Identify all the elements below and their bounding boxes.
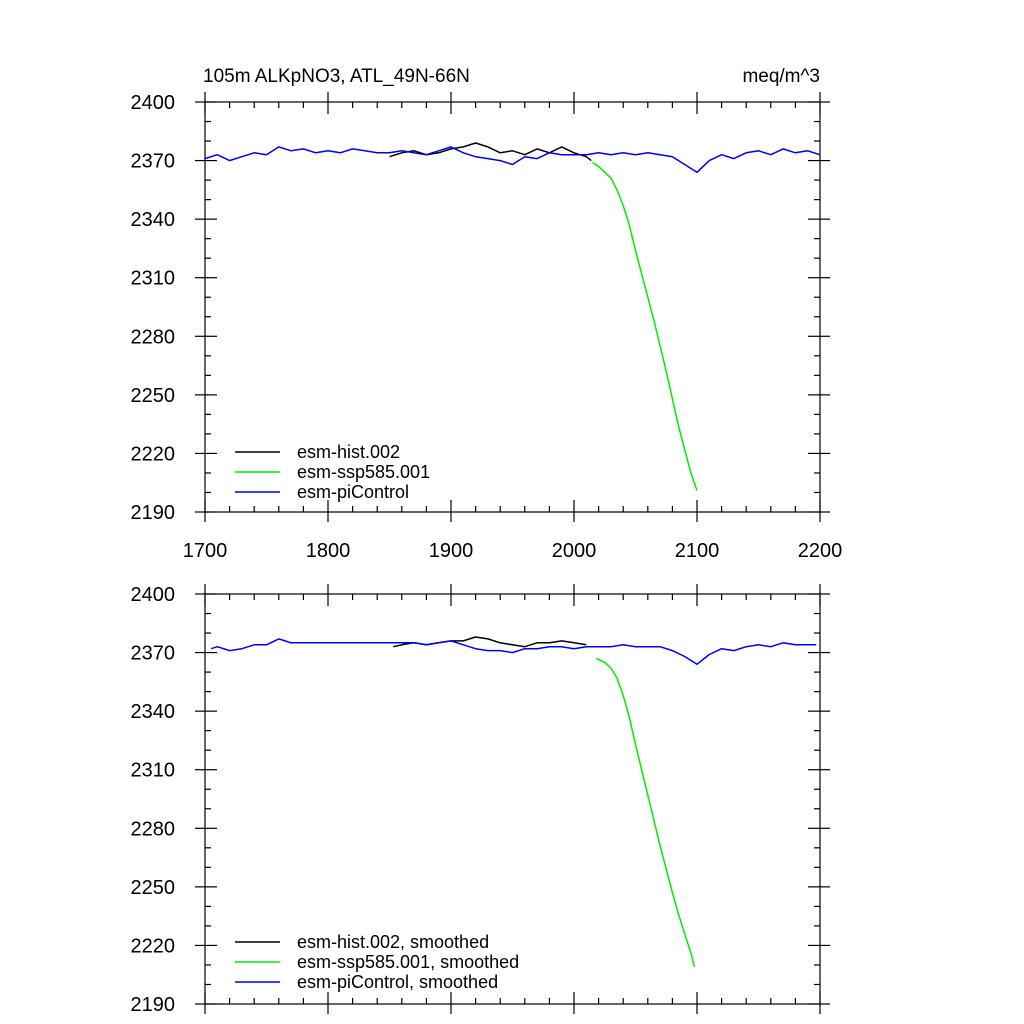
y-tick-label: 2400 — [131, 92, 176, 114]
top-panel: 1700 1800 1900 2000 2100 2200 2190 2220 2250 2280… — [131, 92, 843, 562]
x-tick-label: 1900 — [429, 540, 474, 562]
y-tick-label: 2250 — [131, 385, 176, 407]
plot-frame — [204, 101, 821, 513]
x-tick-label: 1800 — [306, 540, 351, 562]
y-tick-label: 2190 — [131, 502, 176, 524]
plot-frame — [204, 593, 821, 1005]
x-tick-label: 2100 — [675, 540, 720, 562]
x-tick-label: 1700 — [183, 540, 228, 562]
legend-label: esm-piControl, smoothed — [297, 972, 498, 992]
series-line-1 — [389, 142, 592, 162]
legend-label: esm-ssp585.001, smoothed — [297, 952, 519, 972]
series-line-2 — [595, 657, 696, 968]
legend-label: esm-ssp585.001 — [297, 462, 430, 482]
series-line-3 — [210, 638, 817, 666]
y-tick-label: 2250 — [131, 877, 176, 899]
series-line-2 — [592, 161, 698, 491]
legend-label: esm-piControl — [297, 482, 409, 502]
series-line-1 — [393, 636, 587, 648]
y-tick-label: 2400 — [131, 584, 176, 606]
y-tick-label: 2370 — [131, 643, 176, 665]
legend-label: esm-hist.002, smoothed — [297, 932, 489, 952]
bottom-panel: 2190 2220 2250 2280 2310 2340 2370 2400 esm-hist… — [131, 584, 830, 1016]
y-tick-label: 2220 — [131, 935, 176, 957]
y-tick-label: 2310 — [131, 268, 176, 290]
legend-label: esm-hist.002 — [297, 442, 400, 462]
x-tick-label: 2200 — [798, 540, 843, 562]
y-tick-label: 2280 — [131, 818, 176, 840]
y-tick-label: 2190 — [131, 994, 176, 1016]
y-tick-label: 2220 — [131, 443, 176, 465]
y-tick-label: 2340 — [131, 701, 176, 723]
y-tick-label: 2310 — [131, 760, 176, 782]
chart-title: 105m ALKpNO3, ATL_49N-66N — [203, 66, 470, 87]
y-tick-label: 2280 — [131, 326, 176, 348]
y-tick-label: 2370 — [131, 151, 176, 173]
x-tick-label: 2000 — [552, 540, 597, 562]
chart-units: meq/m^3 — [742, 66, 820, 87]
series-line-3 — [204, 146, 821, 174]
y-tick-label: 2340 — [131, 209, 176, 231]
